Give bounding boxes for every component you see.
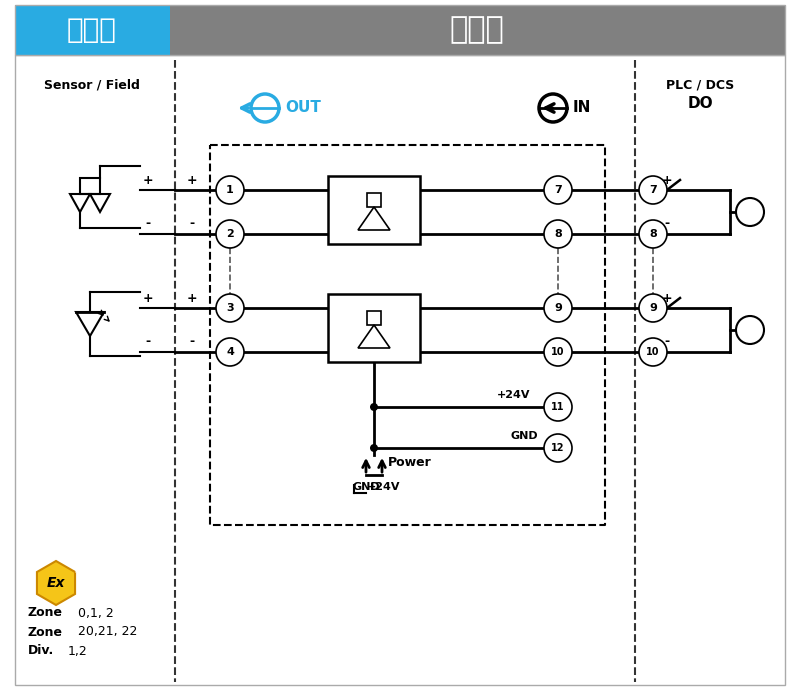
- Bar: [170, 5, 785, 55]
- Text: +24V: +24V: [497, 390, 530, 400]
- Text: 4: 4: [226, 347, 234, 357]
- Polygon shape: [37, 561, 75, 605]
- Text: 1,2: 1,2: [68, 645, 88, 657]
- Circle shape: [544, 434, 572, 462]
- Text: -: -: [190, 335, 194, 349]
- Text: 安全区: 安全区: [450, 15, 504, 45]
- Text: 危险区: 危险区: [67, 16, 117, 44]
- Text: 7: 7: [649, 185, 657, 195]
- Text: GND: GND: [352, 482, 380, 492]
- Text: 9: 9: [554, 303, 562, 313]
- Circle shape: [539, 94, 567, 122]
- Text: OUT: OUT: [285, 101, 321, 116]
- Text: +: +: [662, 291, 672, 304]
- Circle shape: [544, 220, 572, 248]
- Circle shape: [639, 338, 667, 366]
- Text: 3: 3: [226, 303, 234, 313]
- Circle shape: [544, 338, 572, 366]
- Text: -: -: [665, 218, 670, 230]
- Text: PLC / DCS: PLC / DCS: [666, 78, 734, 92]
- Circle shape: [736, 316, 764, 344]
- Text: 8: 8: [554, 229, 562, 239]
- Circle shape: [370, 444, 378, 452]
- Text: +: +: [662, 174, 672, 186]
- Bar: [328, 294, 420, 362]
- Text: 12: 12: [551, 443, 565, 453]
- Text: -: -: [190, 218, 194, 230]
- Text: Zone: Zone: [28, 626, 63, 638]
- Text: Sensor / Field: Sensor / Field: [44, 78, 140, 92]
- Text: Ex: Ex: [46, 576, 66, 590]
- Text: -: -: [665, 335, 670, 349]
- Text: 20,21, 22: 20,21, 22: [78, 626, 138, 638]
- Bar: [80, 178, 100, 194]
- Text: Div.: Div.: [28, 645, 54, 657]
- Text: -: -: [146, 218, 150, 230]
- Circle shape: [736, 198, 764, 226]
- Text: 10: 10: [551, 347, 565, 357]
- Circle shape: [639, 176, 667, 204]
- Circle shape: [544, 176, 572, 204]
- Bar: [15, 5, 170, 55]
- Text: 10: 10: [646, 347, 660, 357]
- Bar: [15, 5, 785, 55]
- Text: 8: 8: [649, 229, 657, 239]
- Circle shape: [544, 294, 572, 322]
- Text: 11: 11: [551, 402, 565, 412]
- Text: 0,1, 2: 0,1, 2: [78, 606, 114, 620]
- Circle shape: [370, 403, 378, 411]
- Text: DO: DO: [687, 95, 713, 111]
- Circle shape: [216, 176, 244, 204]
- Text: IN: IN: [573, 101, 591, 116]
- Text: 1: 1: [226, 185, 234, 195]
- Circle shape: [216, 220, 244, 248]
- Circle shape: [639, 294, 667, 322]
- Bar: [367, 193, 381, 207]
- Text: -: -: [146, 335, 150, 349]
- Text: GND: GND: [510, 431, 538, 441]
- Circle shape: [251, 94, 279, 122]
- Bar: [328, 176, 420, 244]
- Text: Zone: Zone: [28, 606, 63, 620]
- Circle shape: [639, 220, 667, 248]
- Circle shape: [216, 294, 244, 322]
- Text: 7: 7: [554, 185, 562, 195]
- Bar: [367, 311, 381, 325]
- Text: +: +: [142, 174, 154, 186]
- Circle shape: [544, 393, 572, 421]
- Text: +: +: [186, 291, 198, 304]
- Text: Power: Power: [388, 456, 432, 470]
- Text: +24V: +24V: [367, 482, 401, 492]
- Text: 2: 2: [226, 229, 234, 239]
- Text: +: +: [142, 291, 154, 304]
- Circle shape: [216, 338, 244, 366]
- Text: 9: 9: [649, 303, 657, 313]
- Text: +: +: [186, 174, 198, 186]
